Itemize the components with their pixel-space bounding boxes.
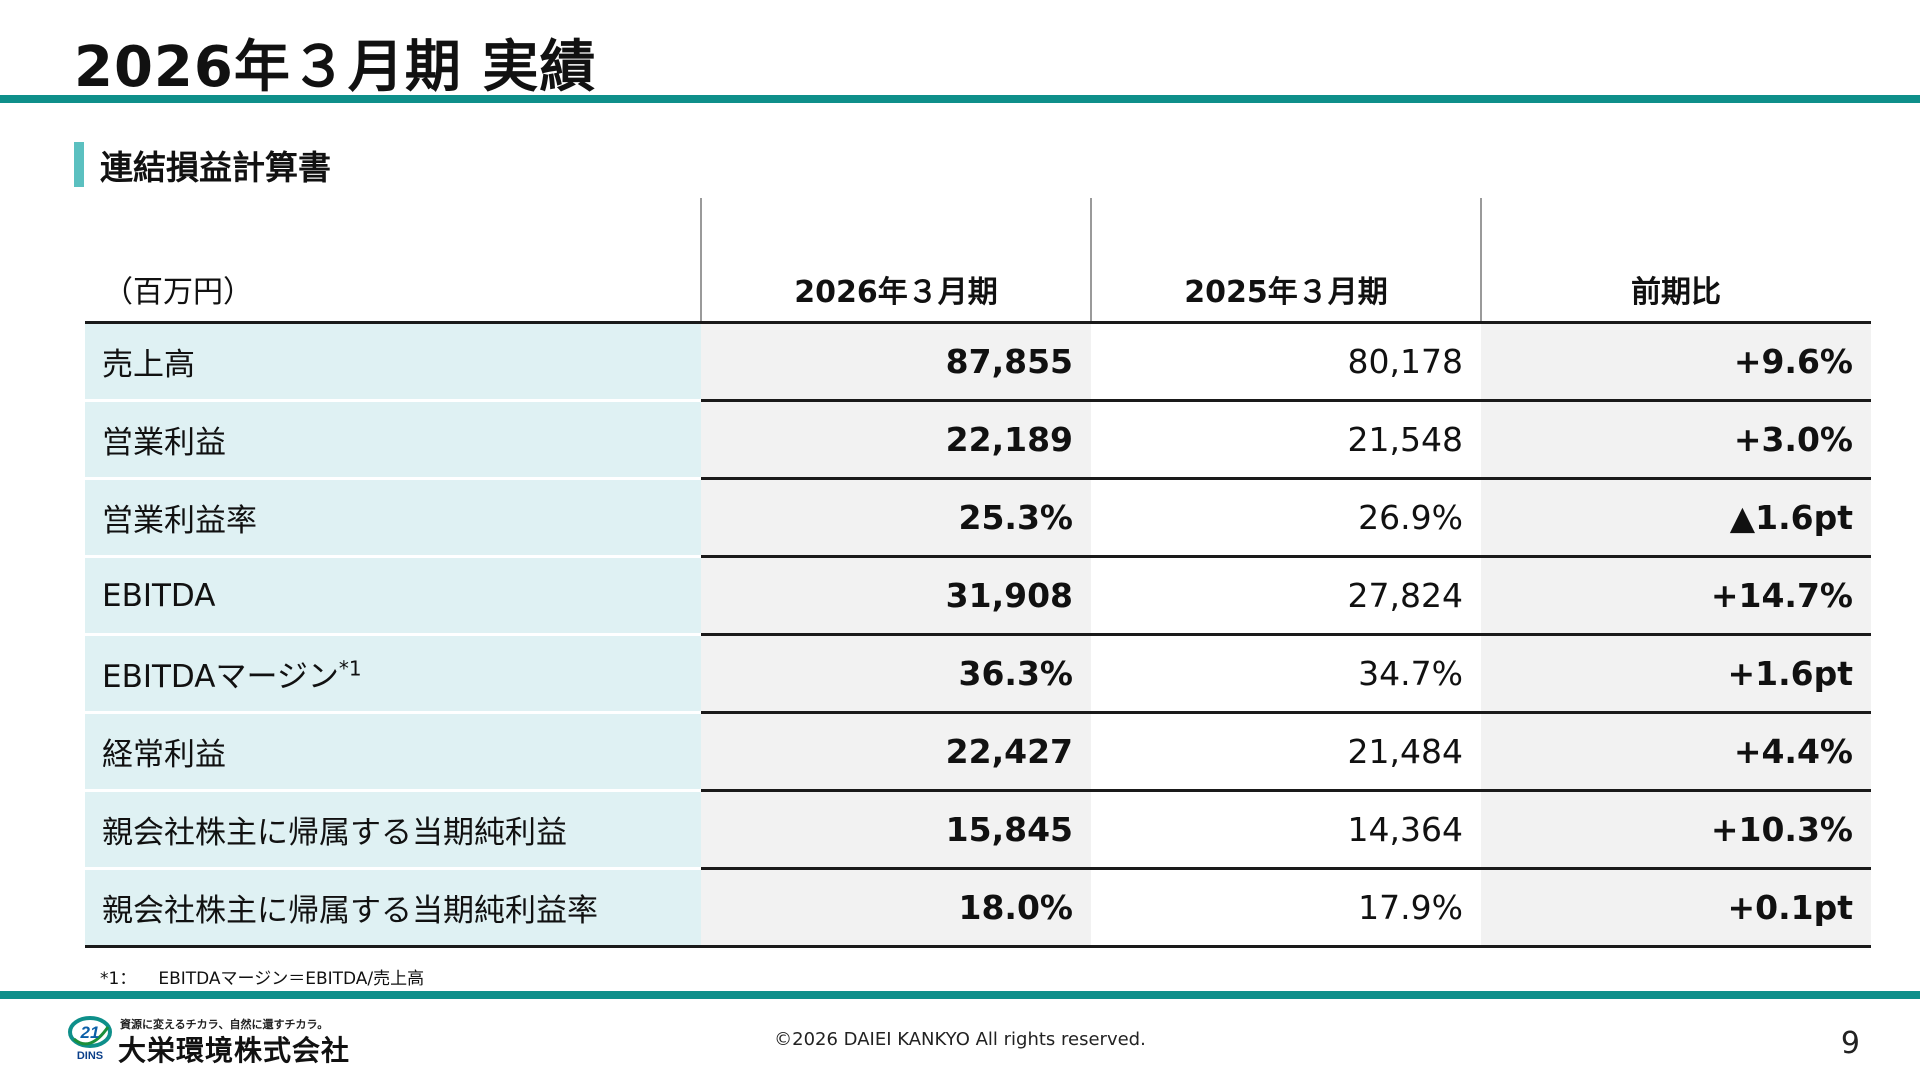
unit-label: （百万円） xyxy=(85,198,701,324)
value-change: +1.6pt xyxy=(1481,634,1871,714)
value-previous: 34.7% xyxy=(1091,634,1481,714)
value-current: 18.0% xyxy=(701,868,1091,948)
value-previous: 17.9% xyxy=(1091,868,1481,948)
value-current: 22,427 xyxy=(701,712,1091,792)
table-row: 親会社株主に帰属する当期純利益率 18.0% 17.9% +0.1pt xyxy=(85,868,1871,948)
value-previous: 26.9% xyxy=(1091,478,1481,558)
row-label: 営業利益率 xyxy=(85,478,701,558)
table-row: 売上高 87,855 80,178 +9.6% xyxy=(85,322,1871,402)
column-header-current: 2026年３月期 xyxy=(701,198,1091,324)
value-current: 31,908 xyxy=(701,556,1091,636)
row-label: 経常利益 xyxy=(85,712,701,792)
row-label: 売上高 xyxy=(85,322,701,402)
value-current: 36.3% xyxy=(701,634,1091,714)
footnote-ref: *1 xyxy=(338,656,362,681)
value-change: +9.6% xyxy=(1481,322,1871,402)
value-previous: 21,484 xyxy=(1091,712,1481,792)
income-statement-table: （百万円） 2026年３月期 2025年３月期 前期比 売上高 87,855 8… xyxy=(85,198,1871,948)
section-marker xyxy=(74,142,84,187)
value-change: +0.1pt xyxy=(1481,868,1871,948)
table-row: EBITDAマージン*1 36.3% 34.7% +1.6pt xyxy=(85,634,1871,714)
logo-tagline: 資源に変えるチカラ、自然に還すチカラ。 xyxy=(120,1018,329,1031)
row-label: 親会社株主に帰属する当期純利益 xyxy=(85,790,701,870)
value-previous: 27,824 xyxy=(1091,556,1481,636)
value-change: +4.4% xyxy=(1481,712,1871,792)
column-header-previous: 2025年３月期 xyxy=(1091,198,1481,324)
emblem-sub: DINS xyxy=(77,1050,103,1061)
logo-company-name: 大栄環境株式会社 xyxy=(118,1034,351,1067)
footnote: *1： EBITDAマージン＝EBITDA/売上高 xyxy=(100,964,424,989)
page-title: 2026年３月期 実績 xyxy=(74,35,597,100)
row-label: EBITDA xyxy=(85,556,701,636)
value-current: 22,189 xyxy=(701,400,1091,480)
footnote-text: EBITDAマージン＝EBITDA/売上高 xyxy=(158,969,425,989)
value-change: ▲1.6pt xyxy=(1481,478,1871,558)
value-previous: 14,364 xyxy=(1091,790,1481,870)
value-previous: 80,178 xyxy=(1091,322,1481,402)
row-label-with-note: EBITDAマージン*1 xyxy=(85,634,701,714)
copyright: ©2026 DAIEI KANKYO All rights reserved. xyxy=(774,1029,1146,1050)
row-label: 親会社株主に帰属する当期純利益率 xyxy=(85,868,701,948)
value-current: 87,855 xyxy=(701,322,1091,402)
value-change: +10.3% xyxy=(1481,790,1871,870)
title-divider xyxy=(0,95,1920,103)
row-label: EBITDAマージン xyxy=(102,659,339,695)
company-logo: 21 DINS 資源に変えるチカラ、自然に還すチカラ。 大栄環境株式会社 xyxy=(66,1013,366,1067)
table-row: 営業利益 22,189 21,548 +3.0% xyxy=(85,400,1871,480)
section-title: 連結損益計算書 xyxy=(100,147,331,187)
value-change: +14.7% xyxy=(1481,556,1871,636)
table-row: 親会社株主に帰属する当期純利益 15,845 14,364 +10.3% xyxy=(85,790,1871,870)
column-header-change: 前期比 xyxy=(1481,198,1871,324)
row-label: 営業利益 xyxy=(85,400,701,480)
table-header-row: （百万円） 2026年３月期 2025年３月期 前期比 xyxy=(85,198,1871,324)
footer-divider xyxy=(0,991,1920,999)
section-header: 連結損益計算書 xyxy=(74,142,331,187)
page-number: 9 xyxy=(1840,1026,1860,1061)
value-current: 25.3% xyxy=(701,478,1091,558)
footnote-mark: *1： xyxy=(100,969,137,989)
table-row: 経常利益 22,427 21,484 +4.4% xyxy=(85,712,1871,792)
value-change: +3.0% xyxy=(1481,400,1871,480)
dins-emblem-icon: 21 DINS xyxy=(68,1016,112,1061)
table-row: EBITDA 31,908 27,824 +14.7% xyxy=(85,556,1871,636)
value-previous: 21,548 xyxy=(1091,400,1481,480)
value-current: 15,845 xyxy=(701,790,1091,870)
emblem-number: 21 xyxy=(80,1023,100,1042)
table-row: 営業利益率 25.3% 26.9% ▲1.6pt xyxy=(85,478,1871,558)
